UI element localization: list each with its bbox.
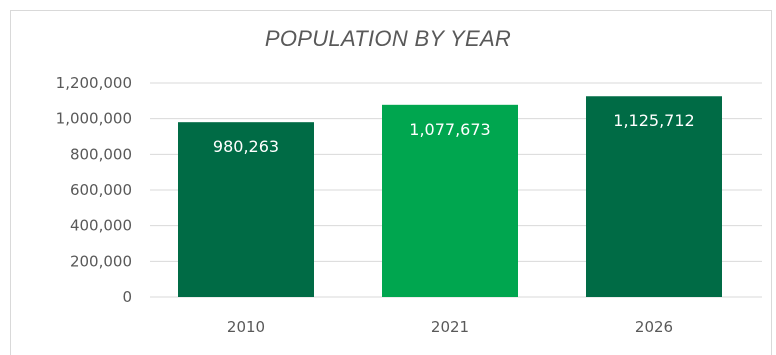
y-tick-label: 0 [122, 288, 132, 306]
x-tick-label: 2010 [227, 318, 265, 336]
x-tick-label: 2026 [635, 318, 673, 336]
y-tick-label: 1,000,000 [56, 110, 132, 128]
data-label: 1,125,712 [613, 111, 694, 130]
y-tick-label: 600,000 [70, 181, 132, 199]
bars: 980,263 1,077,673 1,125,712 [178, 96, 722, 298]
y-tick-label: 1,200,000 [56, 74, 132, 92]
bar-chart: 0 200,000 400,000 600,000 800,000 1,000,000 1,… [56, 74, 762, 336]
y-tick-label: 800,000 [70, 145, 132, 163]
bar-2021 [382, 104, 518, 298]
bar-2026 [586, 96, 722, 298]
x-tick-label: 2021 [431, 318, 469, 336]
data-label: 980,263 [213, 137, 279, 156]
data-label: 1,077,673 [409, 120, 490, 139]
x-axis-ticks: 2010 2021 2026 [227, 318, 673, 336]
y-axis-ticks: 0 200,000 400,000 600,000 800,000 1,000,000 1,… [56, 74, 132, 306]
y-tick-label: 400,000 [70, 217, 132, 235]
y-tick-label: 200,000 [70, 252, 132, 270]
chart-title: POPULATION BY YEAR [264, 26, 512, 51]
bar-2010 [178, 122, 314, 297]
